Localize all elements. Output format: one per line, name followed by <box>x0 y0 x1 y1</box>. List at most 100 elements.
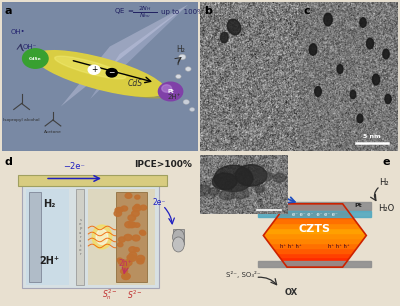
Text: 2H⁺: 2H⁺ <box>168 95 181 100</box>
Bar <box>18 175 167 186</box>
Circle shape <box>129 252 137 258</box>
Circle shape <box>124 234 132 241</box>
Circle shape <box>133 206 141 212</box>
Circle shape <box>128 222 136 228</box>
Text: OH•: OH• <box>10 28 25 35</box>
Text: CZTS: CZTS <box>299 225 331 234</box>
Text: +: + <box>91 65 97 74</box>
Text: H₂: H₂ <box>43 199 55 209</box>
Text: Isopropyl alcohol: Isopropyl alcohol <box>3 118 40 122</box>
Circle shape <box>273 174 286 182</box>
Ellipse shape <box>41 58 167 98</box>
Text: 2H⁺: 2H⁺ <box>39 256 59 266</box>
Text: hν: hν <box>228 162 243 171</box>
Circle shape <box>162 85 172 92</box>
Circle shape <box>235 165 267 186</box>
Text: $S^{2-}$: $S^{2-}$ <box>127 289 143 301</box>
Bar <box>253 223 377 228</box>
Circle shape <box>137 259 144 264</box>
Circle shape <box>134 223 140 227</box>
Circle shape <box>22 49 48 68</box>
Bar <box>76 189 84 285</box>
Circle shape <box>360 18 366 27</box>
Circle shape <box>385 94 391 104</box>
Bar <box>258 202 372 210</box>
Circle shape <box>315 87 321 96</box>
Bar <box>88 189 155 285</box>
Polygon shape <box>61 5 188 106</box>
Circle shape <box>255 186 265 192</box>
Text: s
e
p
a
r
a
t
o
r: s e p a r a t o r <box>79 218 82 256</box>
Text: QE $=$: QE $=$ <box>114 6 134 16</box>
Text: h⁺ h⁺ h⁺: h⁺ h⁺ h⁺ <box>280 244 302 249</box>
Ellipse shape <box>172 237 184 252</box>
Circle shape <box>357 114 363 123</box>
Bar <box>30 192 41 282</box>
Bar <box>26 189 69 285</box>
Text: −: − <box>108 68 115 77</box>
Circle shape <box>253 170 264 177</box>
Circle shape <box>324 13 332 26</box>
Ellipse shape <box>227 19 241 35</box>
Bar <box>253 233 377 238</box>
Text: H₂: H₂ <box>176 45 185 54</box>
Text: CdSe: CdSe <box>29 57 42 61</box>
Text: H₂O: H₂O <box>378 204 394 213</box>
Circle shape <box>132 211 139 216</box>
Bar <box>253 218 377 223</box>
Circle shape <box>135 195 140 199</box>
Circle shape <box>176 74 181 79</box>
Ellipse shape <box>55 56 126 79</box>
Circle shape <box>194 185 210 196</box>
Bar <box>253 214 377 218</box>
Text: 2h⁺: 2h⁺ <box>119 259 132 268</box>
Circle shape <box>88 65 100 74</box>
Ellipse shape <box>92 225 112 249</box>
Text: CdS: CdS <box>128 79 143 88</box>
Circle shape <box>158 82 183 101</box>
Circle shape <box>122 273 130 279</box>
Circle shape <box>117 258 122 262</box>
Text: $S_n^{2-}$: $S_n^{2-}$ <box>102 287 118 302</box>
Text: c: c <box>304 6 311 16</box>
Circle shape <box>124 260 132 266</box>
Circle shape <box>123 264 129 269</box>
Text: up to  100%: up to 100% <box>161 9 204 15</box>
Circle shape <box>383 49 389 59</box>
Bar <box>258 261 372 267</box>
Text: h⁺ h⁺ h⁺: h⁺ h⁺ h⁺ <box>328 244 350 249</box>
Bar <box>253 257 377 262</box>
Text: $N_{h\nu}$: $N_{h\nu}$ <box>139 11 151 20</box>
Circle shape <box>118 259 125 264</box>
Text: e⁻ e⁻ e⁻  e⁻ e⁻ e⁻: e⁻ e⁻ e⁻ e⁻ e⁻ e⁻ <box>292 212 338 217</box>
Bar <box>253 262 377 267</box>
Text: e: e <box>382 158 390 167</box>
Circle shape <box>212 173 237 190</box>
Text: Pt: Pt <box>354 203 362 208</box>
Bar <box>116 192 147 282</box>
Text: H₂: H₂ <box>379 178 389 188</box>
Bar <box>253 248 377 252</box>
Ellipse shape <box>172 230 184 244</box>
Circle shape <box>118 237 125 242</box>
Text: a: a <box>5 6 12 16</box>
Circle shape <box>140 230 145 235</box>
Text: Pt: Pt <box>265 203 272 208</box>
Bar <box>253 238 377 243</box>
Circle shape <box>350 90 356 99</box>
Circle shape <box>179 54 186 60</box>
Text: Acetone: Acetone <box>44 130 62 134</box>
Circle shape <box>214 165 253 192</box>
Circle shape <box>309 44 317 55</box>
Bar <box>253 228 377 233</box>
Text: −2e⁻: −2e⁻ <box>64 162 86 171</box>
Circle shape <box>127 255 134 260</box>
Circle shape <box>117 207 123 212</box>
Ellipse shape <box>96 230 108 244</box>
Circle shape <box>183 99 189 104</box>
Circle shape <box>135 204 140 208</box>
Bar <box>172 230 184 244</box>
Circle shape <box>122 273 130 279</box>
Bar <box>258 244 372 249</box>
Circle shape <box>118 243 123 247</box>
